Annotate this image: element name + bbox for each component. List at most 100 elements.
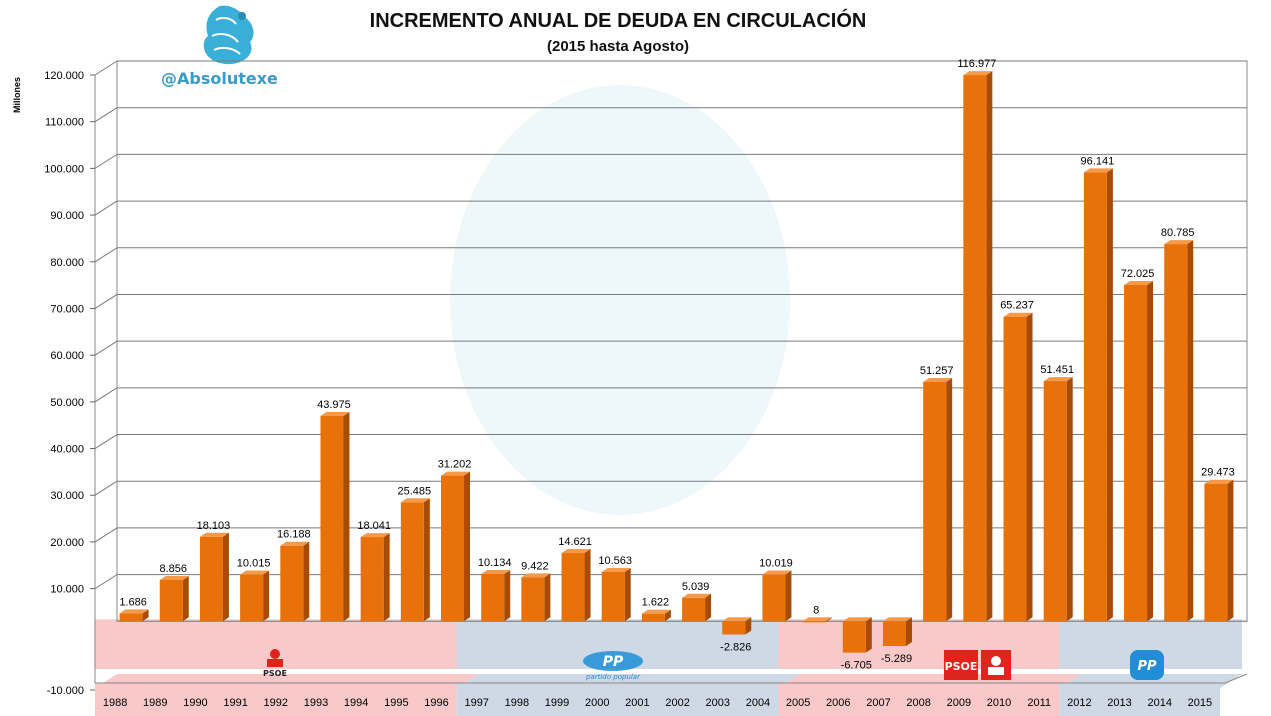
bar-top — [360, 533, 390, 538]
psoe-logo-icon: PSOE — [944, 650, 1011, 680]
x-tick-label-2003: 2003 — [706, 697, 730, 709]
bar-front — [159, 579, 183, 622]
x-tick-label-2007: 2007 — [866, 697, 890, 709]
x-axis: 1988 1989 1990 1991 1992 1993 1994 1995 1996 1997… — [103, 697, 1212, 709]
data-label-2012: 96.141 — [1081, 155, 1115, 167]
bar-front — [802, 621, 826, 623]
bar-1998 — [521, 573, 551, 622]
y-tick-label: 100.000 — [44, 163, 84, 175]
bar-side — [584, 549, 591, 622]
x-tick-label-1994: 1994 — [344, 697, 368, 709]
bar-top — [1083, 168, 1113, 173]
x-tick-label-2010: 2010 — [987, 697, 1011, 709]
bar-side — [544, 573, 551, 622]
bar-top — [240, 570, 270, 575]
bar-2015 — [1204, 479, 1234, 622]
bar-front — [1083, 172, 1107, 622]
y-axis-label: Millones — [12, 77, 22, 113]
psoe-logo-box — [944, 650, 978, 680]
bar-front — [722, 621, 746, 635]
gridline-side — [94, 60, 118, 76]
bar-side — [504, 569, 511, 622]
chart-subtitle: (2015 hasta Agosto) — [547, 38, 689, 55]
psoe-fist-icon — [267, 659, 283, 667]
y-tick-label: 120.000 — [44, 70, 84, 82]
gridline-side — [94, 153, 118, 169]
bar-top — [802, 617, 832, 622]
pp-logo-box — [1130, 650, 1164, 680]
bar-1994 — [360, 533, 390, 622]
bar-side — [624, 567, 631, 622]
x-tick-label-1992: 1992 — [264, 697, 288, 709]
watermark — [450, 85, 790, 515]
bar-front — [882, 621, 906, 647]
bar-1996 — [441, 471, 471, 622]
bar-side — [905, 617, 912, 647]
bar-top — [923, 377, 953, 382]
bar-front — [641, 613, 665, 622]
y-tick-label: -10.000 — [47, 685, 84, 697]
bar-front — [682, 597, 706, 622]
data-label-1998: 9.422 — [521, 560, 549, 572]
bar-side — [263, 570, 270, 622]
data-label-2005: 8 — [813, 604, 819, 616]
bar-top — [722, 617, 752, 622]
bars — [119, 71, 1234, 653]
party-band-2 — [778, 619, 1082, 669]
bar-side — [705, 593, 712, 622]
bar-1995 — [400, 498, 430, 622]
x-tick-label-2005: 2005 — [786, 697, 810, 709]
y-axis: -10.000 10.000 20.000 30.000 40.000 50.000 60.… — [44, 70, 95, 697]
bar-top — [561, 549, 591, 554]
y-tick-label: 80.000 — [50, 257, 84, 269]
party-band-strip-1 — [456, 683, 779, 716]
pp-logo-text: PP — [603, 654, 624, 670]
party-band-strip-0 — [95, 683, 457, 716]
data-label-1995: 25.485 — [398, 485, 432, 497]
x-tick-label-1993: 1993 — [304, 697, 328, 709]
pp-logo-icon: PP — [1130, 650, 1164, 680]
bar-2013 — [1124, 281, 1154, 622]
bar-1991 — [240, 570, 270, 622]
bar-front — [601, 571, 625, 622]
bar-side — [986, 71, 993, 622]
bar-top — [400, 498, 430, 503]
bar-top — [199, 532, 229, 537]
x-tick-label-2001: 2001 — [625, 697, 649, 709]
x-tick-label-2004: 2004 — [746, 697, 770, 709]
bar-front — [842, 621, 866, 653]
party-logos: PSOE PP partido popular PSOE PP — [263, 649, 1164, 681]
bar-front — [240, 574, 264, 622]
y-tick-label: 50.000 — [50, 397, 84, 409]
bar-2009 — [963, 71, 993, 622]
bar-front — [360, 537, 384, 622]
party-band-strip-2 — [778, 683, 1060, 716]
bar-top — [1164, 240, 1194, 245]
gridline-side — [94, 340, 118, 356]
data-label-2010: 65.237 — [1000, 300, 1034, 312]
bar-side — [142, 609, 149, 622]
data-labels: 1.686 8.856 18.103 10.015 16.188 43.975 18.041… — [119, 58, 1234, 671]
data-label-2000: 10.563 — [598, 555, 632, 567]
data-label-2002: 5.039 — [682, 581, 710, 593]
bar-front — [1164, 244, 1188, 622]
psoe-logo-icon: PSOE — [263, 649, 287, 678]
data-label-1988: 1.686 — [119, 596, 147, 608]
bar-1990 — [199, 532, 229, 622]
bar-front — [280, 545, 304, 622]
gridline-side — [94, 200, 118, 216]
bar-front — [199, 536, 223, 622]
x-tick-label-2014: 2014 — [1147, 697, 1171, 709]
bar-side — [182, 575, 189, 622]
data-label-1992: 16.188 — [277, 529, 311, 541]
bar-2006 — [842, 617, 872, 653]
psoe-rose-icon — [991, 656, 1001, 666]
bar-top — [1003, 312, 1033, 317]
bar-front — [1124, 285, 1148, 622]
bar-1988 — [119, 609, 149, 622]
data-label-2013: 72.025 — [1121, 268, 1155, 280]
bar-top — [1124, 281, 1154, 286]
bar-1999 — [561, 549, 591, 622]
x-tick-label-2011: 2011 — [1027, 697, 1051, 709]
bar-front — [1204, 483, 1228, 622]
